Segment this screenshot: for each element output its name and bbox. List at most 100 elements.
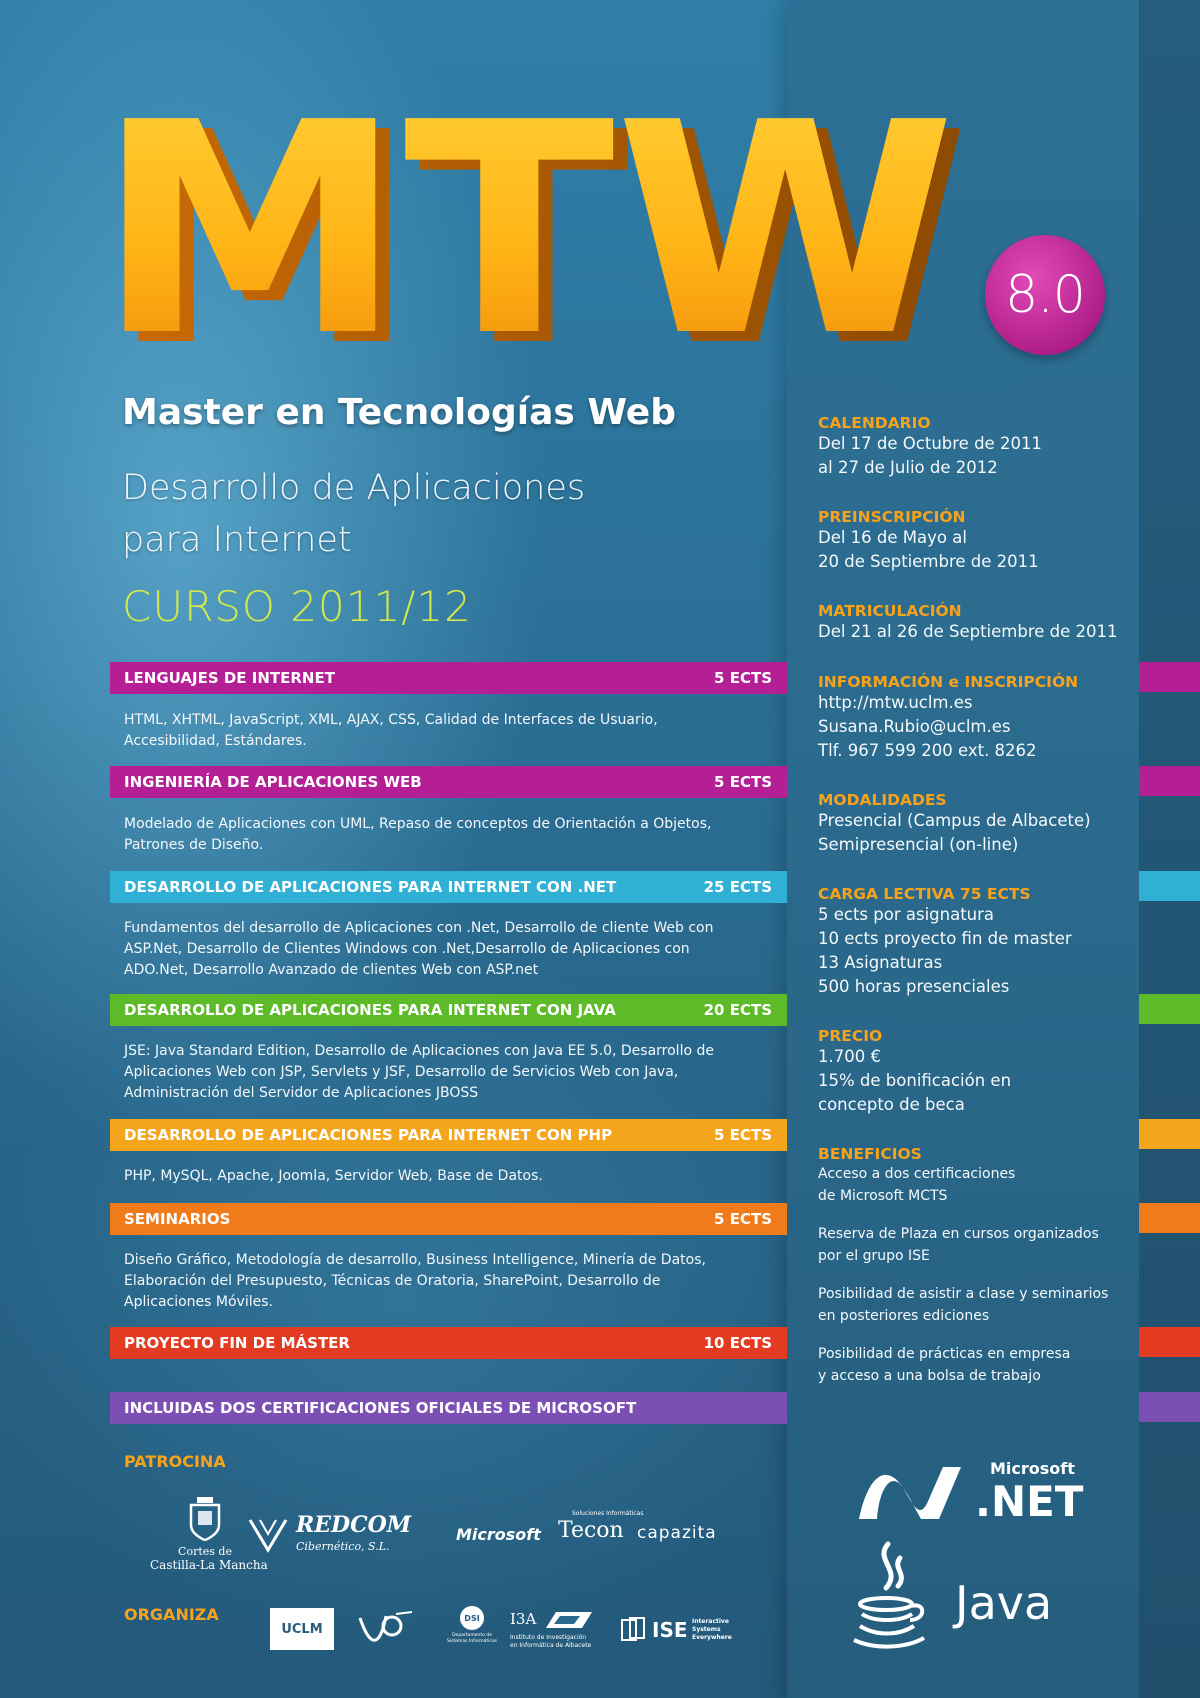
uclm-logo: UCLM	[270, 1608, 334, 1650]
module-name: INCLUIDAS DOS CERTIFICACIONES OFICIALES …	[124, 1399, 637, 1417]
module-desc-php: PHP, MySQL, Apache, Joomla, Servidor Web…	[124, 1166, 724, 1187]
info-line: 1.700 €	[818, 1047, 881, 1066]
version-text: 8.0	[1005, 265, 1086, 325]
i3a-sub2: en Informática de Albacete	[510, 1642, 592, 1649]
module-bar-net: DESARROLLO DE APLICACIONES PARA INTERNET…	[110, 871, 787, 903]
ise-sub2: Systems	[692, 1626, 721, 1633]
module-desc-line: Modelado de Aplicaciones con UML, Repaso…	[124, 816, 712, 832]
redcom-logo: REDCOM Cibernético, S.L.	[248, 1512, 418, 1562]
info-calendario: CALENDARIO Del 17 de Octubre de 2011 al …	[818, 414, 1138, 480]
info-phone: Tlf. 967 599 200 ext. 8262	[818, 741, 1037, 760]
benefit-line: en posteriores ediciones	[818, 1308, 990, 1324]
dotnet-wave-icon	[859, 1467, 961, 1519]
tagline: Desarrollo de Aplicaciones para Internet	[122, 462, 585, 566]
dsi-circle: DSI	[460, 1606, 484, 1630]
mtw-title-shadow: MTW	[110, 85, 970, 375]
mtw-title: MTW MTW	[96, 85, 970, 375]
ise-sub3: Everywhere	[692, 1634, 732, 1641]
module-desc-line: Fundamentos del desarrollo de Aplicacion…	[124, 920, 714, 936]
organiza-label: ORGANIZA	[124, 1605, 219, 1624]
benefit-line: y acceso a una bolsa de trabajo	[818, 1368, 1041, 1384]
module-name: DESARROLLO DE APLICACIONES PARA INTERNET…	[124, 1126, 613, 1144]
module-desc-line: HTML, XHTML, JavaScript, XML, AJAX, CSS,…	[124, 712, 658, 728]
redcom-mark-icon	[248, 1519, 288, 1553]
ribbon-ext-ingenieria	[1139, 766, 1200, 796]
ribbon-ext-certificaciones	[1139, 1392, 1200, 1422]
patrocina-label: PATROCINA	[124, 1452, 226, 1471]
esi-logo-icon	[358, 1611, 413, 1642]
info-carga-lectiva: CARGA LECTIVA 75 ECTS 5 ects por asignat…	[818, 885, 1138, 999]
ise-mark-icon	[621, 1617, 645, 1641]
module-bar-lenguajes: LENGUAJES DE INTERNET 5 ECTS	[110, 662, 787, 694]
ribbon-ext-proyecto	[1139, 1327, 1200, 1357]
module-desc-line: Patrones de Diseño.	[124, 837, 264, 853]
info-precio: PRECIO 1.700 € 15% de bonificación en co…	[818, 1027, 1138, 1117]
info-matriculacion: MATRICULACIÓN Del 21 al 26 de Septiembre…	[818, 602, 1138, 644]
info-title: MATRICULACIÓN	[818, 602, 962, 620]
module-bar-seminarios: SEMINARIOS 5 ECTS	[110, 1203, 787, 1235]
i3a-sub1: Instituto de Investigación	[510, 1634, 587, 1641]
ribbon-ext-java	[1139, 994, 1200, 1024]
coat-of-arms-icon	[189, 1497, 221, 1542]
i3a-logo: I3A Instituto de Investigación en Inform…	[510, 1610, 620, 1654]
info-inscripcion: INFORMACIÓN e INSCRIPCIÓN http://mtw.ucl…	[818, 673, 1138, 763]
module-desc-line: Aplicaciones Web con JSP, Servlets y JSF…	[124, 1064, 679, 1080]
info-line: 20 de Septiembre de 2011	[818, 552, 1039, 571]
master-title: Master en Tecnologías Web	[122, 392, 676, 433]
module-desc-net: Fundamentos del desarrollo de Aplicacion…	[124, 918, 724, 981]
info-email-link[interactable]: Susana.Rubio@uclm.es	[818, 717, 1011, 736]
info-line: Semipresencial (on-line)	[818, 835, 1019, 854]
tagline-line1: Desarrollo de Aplicaciones	[122, 468, 586, 508]
info-line: 5 ects por asignatura	[818, 905, 995, 924]
benefit-line: de Microsoft MCTS	[818, 1188, 948, 1204]
module-bar-ingenieria: INGENIERÍA DE APLICACIONES WEB 5 ECTS	[110, 766, 787, 798]
module-desc-java: JSE: Java Standard Edition, Desarrollo d…	[124, 1041, 724, 1104]
module-name: LENGUAJES DE INTERNET	[124, 669, 335, 687]
dsi-sub: Departamento de Sistemas Informáticos	[447, 1633, 497, 1644]
ise-name: ISE	[652, 1618, 688, 1642]
ise-sub1: Interactive	[692, 1618, 729, 1625]
cortes-line2: Castilla-La Mancha	[150, 1558, 268, 1572]
info-title: PREINSCRIPCIÓN	[818, 508, 966, 526]
ribbon-ext-php	[1139, 1119, 1200, 1149]
tecon-tag: Soluciones Informáticas	[572, 1510, 644, 1517]
module-ects: 25 ECTS	[703, 878, 772, 896]
module-ects: 20 ECTS	[703, 1001, 772, 1019]
info-beneficios: BENEFICIOS Acceso a dos certificaciones …	[818, 1145, 1138, 1387]
module-ects: 5 ECTS	[714, 1210, 772, 1228]
module-ects: 10 ECTS	[703, 1334, 772, 1352]
cortes-logo: Cortes de Castilla-La Mancha	[150, 1495, 268, 1575]
course-year: CURSO 2011/12	[122, 582, 472, 631]
module-name: INGENIERÍA DE APLICACIONES WEB	[124, 773, 422, 791]
benefit-line: Posibilidad de prácticas en empresa	[818, 1346, 1071, 1362]
info-line: Del 21 al 26 de Septiembre de 2011	[818, 622, 1118, 641]
info-url-link[interactable]: http://mtw.uclm.es	[818, 693, 973, 712]
info-line: 500 horas presenciales	[818, 977, 1010, 996]
module-bar-certificaciones: INCLUIDAS DOS CERTIFICACIONES OFICIALES …	[110, 1392, 787, 1424]
info-title: INFORMACIÓN e INSCRIPCIÓN	[818, 673, 1079, 691]
dotnet-brand: Microsoft	[990, 1459, 1075, 1478]
benefit-line: por el grupo ISE	[818, 1248, 930, 1264]
info-preinscripcion: PREINSCRIPCIÓN Del 16 de Mayo al 20 de S…	[818, 508, 1138, 574]
info-line: 10 ects proyecto fin de master	[818, 929, 1072, 948]
right-edge-strip	[1139, 0, 1200, 1698]
uclm-text: UCLM	[281, 1621, 323, 1637]
dsi-logo: DSI Departamento de Sistemas Informático…	[442, 1606, 502, 1652]
info-line: concepto de beca	[818, 1095, 965, 1114]
info-line: 13 Asignaturas	[818, 953, 943, 972]
module-desc-ingenieria: Modelado de Aplicaciones con UML, Repaso…	[124, 814, 724, 856]
module-name: DESARROLLO DE APLICACIONES PARA INTERNET…	[124, 878, 617, 896]
module-desc-line: Elaboración del Presupuesto, Técnicas de…	[124, 1273, 661, 1289]
info-title: MODALIDADES	[818, 791, 947, 809]
i3a-mark-icon	[546, 1612, 592, 1628]
dotnet-logo: Microsoft .NET	[855, 1455, 1095, 1535]
info-modalidades: MODALIDADES Presencial (Campus de Albace…	[818, 791, 1138, 857]
tecon-name: Tecon	[558, 1518, 624, 1543]
tecon-logo: Soluciones Informáticas Tecon	[558, 1510, 643, 1550]
ribbon-ext-lenguajes	[1139, 662, 1200, 692]
mtw-title-text: MTW	[96, 85, 956, 375]
module-desc-line: JSE: Java Standard Edition, Desarrollo d…	[124, 1043, 714, 1059]
module-desc-line: Aplicaciones Móviles.	[124, 1294, 273, 1310]
module-ects: 5 ECTS	[714, 669, 772, 687]
